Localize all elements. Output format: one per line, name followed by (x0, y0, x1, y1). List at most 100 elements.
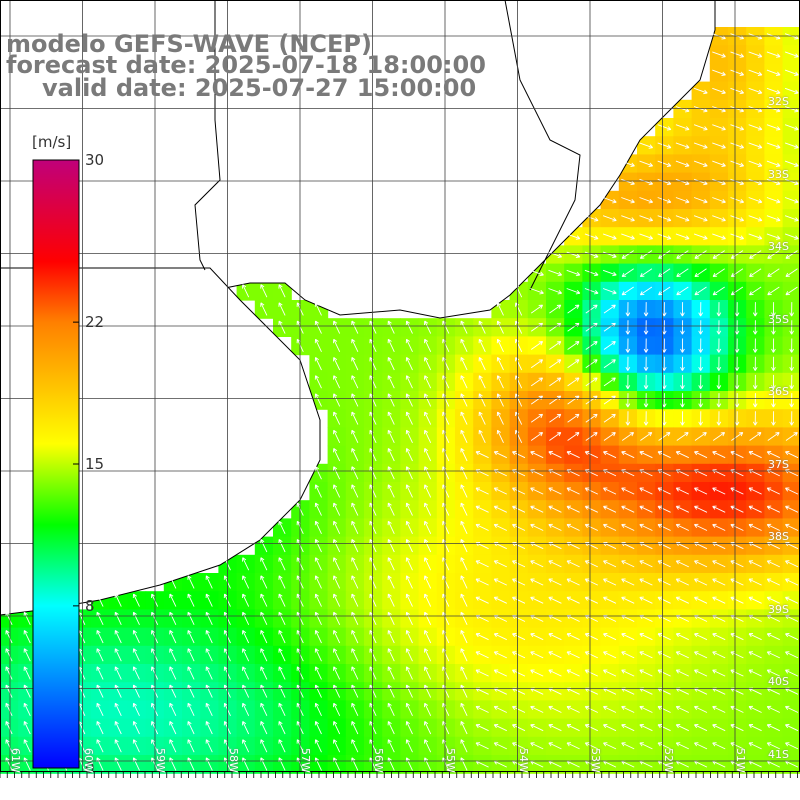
wind-arrow (278, 520, 286, 534)
wind-arrow (584, 269, 599, 277)
wind-arrow (351, 429, 359, 443)
wind-arrow (657, 178, 672, 186)
colorbar-tick: 30 (85, 151, 105, 169)
wind-arrow (530, 413, 544, 423)
wind-arrow (639, 142, 654, 149)
wind-arrow (602, 197, 617, 204)
wind-arrow (748, 197, 763, 204)
wind-arrow (603, 705, 617, 713)
wind-arrow (752, 320, 758, 335)
wind-arrow (767, 286, 780, 296)
wind-arrow (584, 669, 598, 677)
wind-arrow (242, 702, 250, 716)
wind-arrow (260, 630, 268, 644)
wind-arrow (512, 487, 526, 495)
wind-arrow (387, 702, 395, 716)
wind-arrow (475, 487, 489, 495)
wind-arrow (314, 593, 322, 607)
wind-arrow (333, 593, 341, 607)
wind-arrow (712, 705, 726, 713)
wind-arrow (730, 724, 744, 732)
wind-arrow (405, 393, 413, 407)
wind-arrow (749, 286, 762, 296)
wind-arrow (512, 651, 526, 659)
wind-arrow (387, 593, 395, 607)
wind-arrow (260, 702, 268, 716)
wind-arrow (730, 487, 744, 495)
wind-arrow (566, 560, 580, 568)
wind-arrow (114, 611, 122, 625)
wind-arrow (730, 633, 744, 641)
wind-arrow (548, 560, 562, 568)
wind-arrow (387, 448, 395, 462)
wind-arrow (424, 666, 432, 680)
wind-arrow (278, 648, 286, 662)
wind-arrow (493, 578, 507, 586)
wind-arrow (493, 669, 507, 677)
wind-arrow (712, 596, 726, 604)
wind-arrow (387, 575, 395, 589)
wind-arrow (351, 557, 359, 571)
colorbar (32, 159, 80, 769)
wind-arrow (23, 721, 31, 735)
wind-arrow (5, 630, 13, 644)
wind-arrow (712, 69, 726, 76)
wind-arrow (749, 250, 762, 259)
wind-arrow (748, 724, 762, 732)
wind-arrow (460, 666, 468, 680)
wind-arrow (314, 539, 322, 553)
wind-arrow (748, 451, 762, 459)
wind-arrow (771, 393, 776, 408)
wind-arrow (730, 451, 744, 459)
wind-arrow (621, 215, 635, 222)
wind-arrow (260, 739, 268, 753)
wind-arrow (242, 557, 250, 571)
wind-arrow (169, 611, 177, 625)
wind-arrow (424, 429, 432, 443)
wind-arrow (621, 560, 635, 568)
wind-arrow (460, 357, 468, 371)
wind-arrow (603, 505, 617, 513)
wind-arrow (460, 739, 468, 753)
wind-arrow (789, 302, 794, 317)
wind-arrow (784, 215, 799, 222)
wind-arrow (730, 742, 744, 750)
wind-arrow (789, 338, 794, 353)
wind-arrow (698, 356, 703, 371)
wind-arrow (639, 250, 653, 259)
wind-arrow (314, 630, 322, 644)
wind-arrow (114, 593, 122, 607)
wind-arrow (749, 432, 762, 441)
wind-arrow (766, 705, 780, 713)
wind-arrow (771, 411, 776, 426)
wind-arrow (766, 578, 780, 586)
wind-arrow (621, 233, 635, 240)
longitude-label: 53W (589, 748, 602, 773)
wind-arrow (748, 523, 762, 531)
wind-arrow (785, 268, 798, 278)
wind-arrow (512, 669, 526, 677)
wind-arrow (424, 611, 432, 625)
wind-arrow (657, 651, 671, 659)
wind-arrow (548, 705, 562, 713)
wind-arrow (675, 724, 689, 732)
wind-arrow (734, 374, 740, 390)
wind-arrow (584, 596, 598, 604)
wind-arrow (548, 596, 562, 604)
wind-arrow (496, 338, 504, 352)
wind-arrow (548, 651, 562, 659)
wind-arrow (657, 742, 671, 750)
wind-arrow (784, 178, 799, 186)
wind-arrow (693, 160, 708, 167)
wind-arrow (475, 633, 489, 641)
wind-arrow (96, 702, 104, 716)
wind-arrow (442, 520, 450, 534)
map-title: modelo GEFS-WAVE (NCEP) (6, 30, 372, 58)
wind-arrow (712, 451, 726, 459)
wind-arrow (693, 233, 708, 240)
wind-arrow (643, 393, 649, 408)
wind-arrow (657, 451, 671, 459)
wind-arrow (424, 593, 432, 607)
wind-arrow (478, 411, 486, 425)
